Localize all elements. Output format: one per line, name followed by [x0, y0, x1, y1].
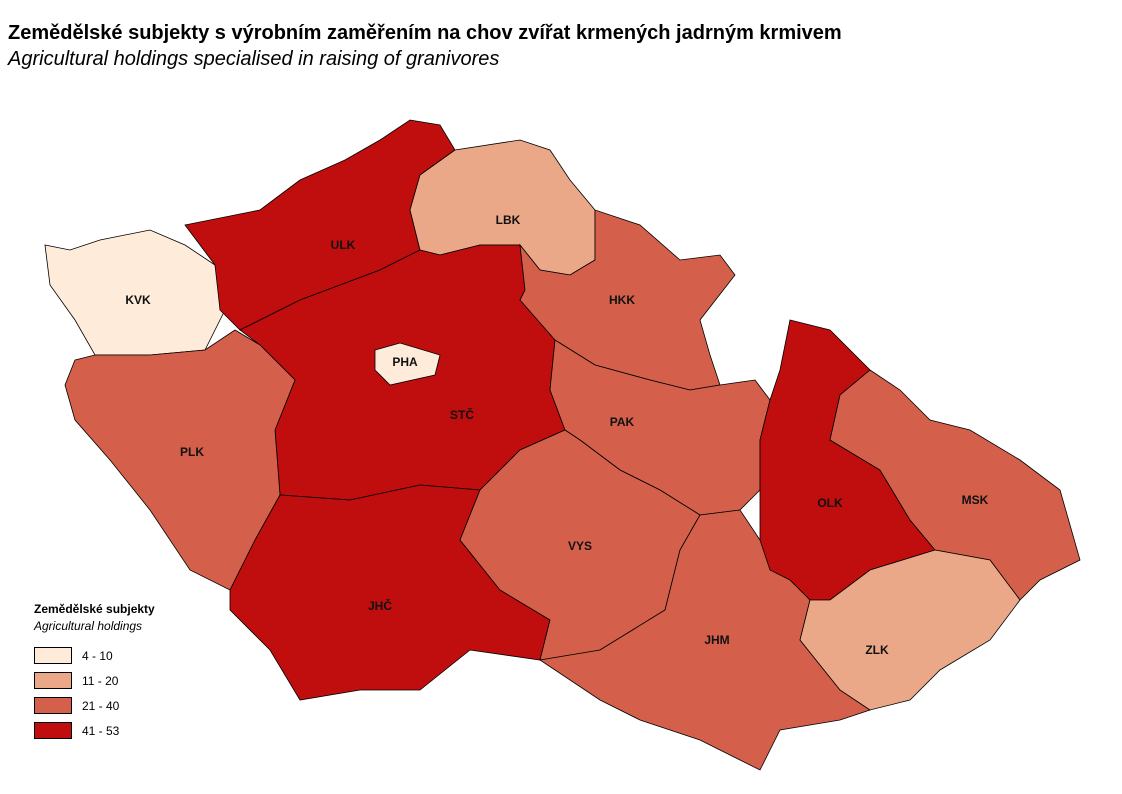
region-label: VYS: [568, 539, 592, 553]
region-label: LBK: [496, 213, 521, 227]
legend-label: 4 - 10: [82, 648, 113, 663]
region-label: JHČ: [368, 598, 392, 613]
region-label: HKK: [609, 293, 635, 307]
legend-swatch: [34, 722, 72, 739]
legend-swatch: [34, 647, 72, 664]
region-label: ULK: [331, 238, 356, 252]
legend-label: 11 - 20: [82, 673, 119, 688]
legend-swatch: [34, 672, 72, 689]
region-pha: [374, 342, 441, 386]
legend-item: 21 - 40: [34, 693, 155, 718]
region-msk: [829, 369, 1081, 601]
legend-subtitle: Agricultural holdings: [34, 619, 143, 633]
legend-title: Zemědělské subjekty: [34, 602, 155, 616]
region-label: ZLK: [865, 643, 889, 657]
legend-item: 41 - 53: [34, 718, 155, 743]
region-label: PHA: [392, 355, 418, 369]
region-label: OLK: [817, 496, 843, 510]
region-label: JHM: [704, 633, 729, 647]
region-jhč: [229, 484, 551, 701]
map-subtitle: Agricultural holdings specialised in rai…: [8, 48, 500, 70]
legend-label: 41 - 53: [82, 723, 120, 738]
map-title: Zemědělské subjekty s výrobním zaměřením…: [8, 22, 842, 44]
region-label: KVK: [125, 293, 151, 307]
legend-swatch: [34, 697, 72, 714]
legend-label: 21 - 40: [82, 698, 120, 713]
legend-item: 11 - 20: [34, 668, 155, 693]
region-label: PLK: [180, 445, 204, 459]
legend: Zemědělské subjekty Agricultural holding…: [34, 602, 155, 743]
region-zlk: [799, 549, 1021, 711]
region-label: STČ: [450, 407, 474, 422]
legend-item: 4 - 10: [34, 643, 155, 668]
region-label: PAK: [610, 415, 635, 429]
region-label: MSK: [962, 493, 989, 507]
